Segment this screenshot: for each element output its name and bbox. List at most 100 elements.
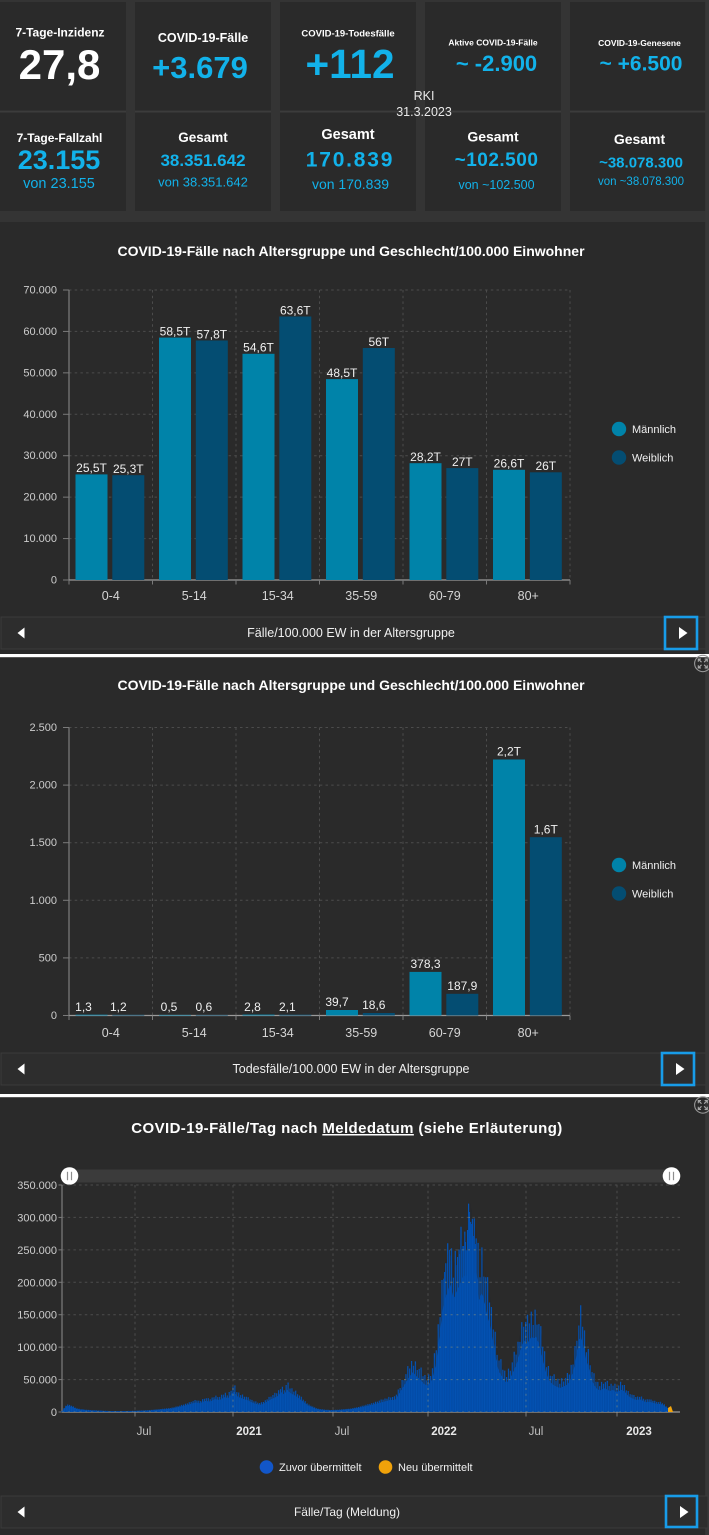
svg-text:Gesamt: Gesamt bbox=[614, 131, 666, 147]
svg-text:35-59: 35-59 bbox=[345, 589, 377, 603]
svg-text:80+: 80+ bbox=[518, 1026, 539, 1040]
svg-text:0-4: 0-4 bbox=[102, 1026, 120, 1040]
svg-text:von ~102.500: von ~102.500 bbox=[458, 178, 534, 192]
svg-text:60-79: 60-79 bbox=[429, 589, 461, 603]
svg-text:2.500: 2.500 bbox=[29, 722, 57, 734]
svg-text:200.000: 200.000 bbox=[17, 1277, 57, 1289]
svg-text:1.000: 1.000 bbox=[29, 895, 57, 907]
svg-text:56T: 56T bbox=[368, 335, 389, 349]
svg-text:15-34: 15-34 bbox=[262, 1026, 294, 1040]
svg-text:2,1: 2,1 bbox=[279, 1000, 296, 1014]
svg-text:1.500: 1.500 bbox=[29, 837, 57, 849]
svg-text:2022: 2022 bbox=[431, 1426, 457, 1438]
svg-text:50.000: 50.000 bbox=[23, 1375, 57, 1387]
svg-text:0-4: 0-4 bbox=[102, 589, 120, 603]
svg-text:Gesamt: Gesamt bbox=[321, 127, 374, 143]
svg-text:30.000: 30.000 bbox=[23, 450, 57, 462]
svg-text:23.155: 23.155 bbox=[18, 145, 101, 175]
svg-text:1,3: 1,3 bbox=[75, 1000, 92, 1014]
svg-text:Gesamt: Gesamt bbox=[178, 130, 228, 145]
svg-text:378,3: 378,3 bbox=[410, 957, 440, 971]
svg-text:0,6: 0,6 bbox=[195, 1000, 212, 1014]
svg-text:~38.078.300: ~38.078.300 bbox=[599, 155, 683, 172]
svg-text:Weiblich: Weiblich bbox=[632, 453, 673, 465]
svg-text:2023: 2023 bbox=[626, 1426, 652, 1438]
svg-text:+112: +112 bbox=[306, 41, 395, 87]
svg-text:0: 0 bbox=[51, 1407, 57, 1419]
svg-text:RKI: RKI bbox=[414, 89, 435, 103]
svg-text:187,9: 187,9 bbox=[447, 979, 477, 993]
svg-text:170.839: 170.839 bbox=[306, 149, 395, 172]
svg-text:Weiblich: Weiblich bbox=[632, 889, 673, 901]
svg-text:5-14: 5-14 bbox=[182, 1026, 207, 1040]
svg-text:Männlich: Männlich bbox=[632, 424, 676, 436]
svg-text:Männlich: Männlich bbox=[632, 860, 676, 872]
svg-text:~ +6.500: ~ +6.500 bbox=[600, 53, 683, 76]
svg-text:80+: 80+ bbox=[518, 589, 539, 603]
svg-text:15-34: 15-34 bbox=[262, 589, 294, 603]
svg-text:28,2T: 28,2T bbox=[410, 450, 441, 464]
svg-text:50.000: 50.000 bbox=[23, 367, 57, 379]
svg-text:COVID-19-Fälle/Tag nach Melded: COVID-19-Fälle/Tag nach Meldedatum (sieh… bbox=[131, 1120, 562, 1137]
svg-text:Todesfälle/100.000 EW in der A: Todesfälle/100.000 EW in der Altersgrupp… bbox=[233, 1062, 470, 1076]
svg-text:60-79: 60-79 bbox=[429, 1026, 461, 1040]
svg-text:10.000: 10.000 bbox=[23, 533, 57, 545]
svg-text:COVID-19-Genesene: COVID-19-Genesene bbox=[598, 38, 681, 48]
svg-text:300.000: 300.000 bbox=[17, 1212, 57, 1224]
svg-text:COVID-19-Fälle nach Altersgrup: COVID-19-Fälle nach Altersgruppe und Ges… bbox=[117, 677, 585, 693]
svg-text:Jul: Jul bbox=[137, 1426, 152, 1438]
svg-text:0: 0 bbox=[51, 575, 57, 587]
svg-text:Gesamt: Gesamt bbox=[467, 129, 519, 145]
svg-text:35-59: 35-59 bbox=[345, 1026, 377, 1040]
svg-text:Fälle/100.000 EW in der Alters: Fälle/100.000 EW in der Altersgruppe bbox=[247, 626, 455, 640]
svg-text:0: 0 bbox=[51, 1010, 57, 1022]
svg-text:20.000: 20.000 bbox=[23, 492, 57, 504]
svg-text:0,5: 0,5 bbox=[161, 1000, 178, 1014]
svg-text:2021: 2021 bbox=[236, 1426, 262, 1438]
svg-text:48,5T: 48,5T bbox=[327, 366, 358, 380]
svg-text:Neu übermittelt: Neu übermittelt bbox=[398, 1462, 473, 1474]
svg-text:2,2T: 2,2T bbox=[497, 745, 522, 759]
svg-text:7-Tage-Inzidenz: 7-Tage-Inzidenz bbox=[15, 25, 104, 39]
svg-text:Jul: Jul bbox=[529, 1426, 544, 1438]
svg-text:COVID-19-Todesfälle: COVID-19-Todesfälle bbox=[301, 29, 394, 40]
svg-text:~102.500: ~102.500 bbox=[455, 150, 539, 171]
svg-text:38.351.642: 38.351.642 bbox=[160, 151, 245, 170]
svg-text:27,8: 27,8 bbox=[19, 41, 101, 88]
svg-text:500: 500 bbox=[39, 952, 57, 964]
svg-text:5-14: 5-14 bbox=[182, 589, 207, 603]
svg-text:1,6T: 1,6T bbox=[534, 823, 559, 837]
svg-text:+3.679: +3.679 bbox=[152, 50, 248, 85]
svg-text:26T: 26T bbox=[535, 459, 556, 473]
svg-text:57,8T: 57,8T bbox=[196, 327, 227, 341]
svg-text:250.000: 250.000 bbox=[17, 1245, 57, 1257]
svg-text:26,6T: 26,6T bbox=[494, 457, 525, 471]
svg-text:18,6: 18,6 bbox=[362, 998, 386, 1012]
svg-text:27T: 27T bbox=[452, 455, 473, 469]
svg-text:54,6T: 54,6T bbox=[243, 341, 274, 355]
svg-text:100.000: 100.000 bbox=[17, 1342, 57, 1354]
svg-text:1,2: 1,2 bbox=[110, 1000, 127, 1014]
svg-text:25,5T: 25,5T bbox=[76, 461, 107, 475]
svg-text:7-Tage-Fallzahl: 7-Tage-Fallzahl bbox=[17, 131, 103, 145]
svg-text:39,7: 39,7 bbox=[325, 995, 349, 1009]
svg-text:60.000: 60.000 bbox=[23, 326, 57, 338]
svg-text:von 23.155: von 23.155 bbox=[23, 176, 95, 192]
svg-text:von ~38.078.300: von ~38.078.300 bbox=[598, 176, 684, 188]
svg-text:von 170.839: von 170.839 bbox=[312, 176, 389, 192]
svg-text:Fälle/Tag (Meldung): Fälle/Tag (Meldung) bbox=[294, 1505, 400, 1519]
svg-text:25,3T: 25,3T bbox=[113, 462, 144, 476]
svg-text:150.000: 150.000 bbox=[17, 1310, 57, 1322]
svg-text:2.000: 2.000 bbox=[29, 780, 57, 792]
svg-text:2,8: 2,8 bbox=[244, 1000, 261, 1014]
svg-text:350.000: 350.000 bbox=[17, 1180, 57, 1192]
svg-text:Aktive COVID-19-Fälle: Aktive COVID-19-Fälle bbox=[448, 38, 538, 48]
svg-text:70.000: 70.000 bbox=[23, 285, 57, 297]
svg-text:Zuvor übermittelt: Zuvor übermittelt bbox=[279, 1462, 362, 1474]
svg-text:Jul: Jul bbox=[335, 1426, 350, 1438]
svg-text:COVID-19-Fälle nach Altersgrup: COVID-19-Fälle nach Altersgruppe und Ges… bbox=[117, 243, 585, 259]
svg-text:31.3.2023: 31.3.2023 bbox=[396, 105, 452, 119]
svg-text:COVID-19-Fälle: COVID-19-Fälle bbox=[158, 31, 248, 45]
svg-text:40.000: 40.000 bbox=[23, 409, 57, 421]
svg-text:~ -2.900: ~ -2.900 bbox=[456, 51, 537, 76]
